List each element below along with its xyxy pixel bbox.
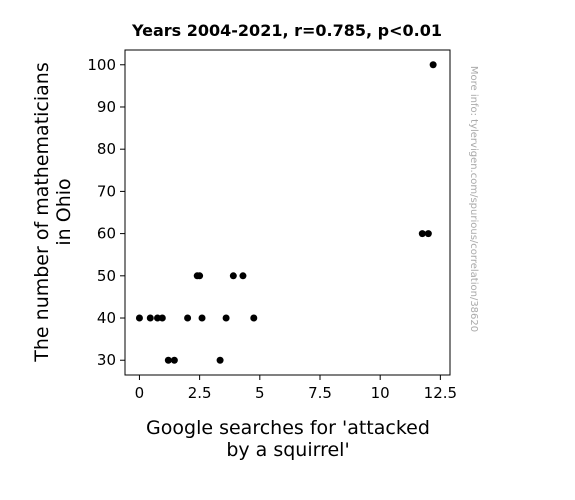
chart-title: Years 2004-2021, r=0.785, p<0.01 bbox=[131, 21, 442, 40]
data-point bbox=[424, 230, 432, 238]
x-tick-label: 12.5 bbox=[424, 384, 457, 402]
data-point bbox=[184, 314, 192, 322]
x-axis-title-line-1: Google searches for 'attacked bbox=[146, 417, 430, 439]
x-tick-label: 5 bbox=[255, 384, 265, 402]
y-tick-label: 70 bbox=[97, 182, 116, 200]
x-tick-label: 7.5 bbox=[308, 384, 332, 402]
data-point bbox=[222, 314, 230, 322]
data-point bbox=[164, 356, 172, 364]
y-tick-label: 80 bbox=[97, 140, 116, 158]
data-point bbox=[429, 61, 437, 69]
data-point bbox=[170, 356, 178, 364]
x-tick-label: 10 bbox=[371, 384, 390, 402]
data-point bbox=[250, 314, 258, 322]
y-tick-label: 60 bbox=[97, 225, 116, 243]
data-point bbox=[229, 272, 237, 280]
data-point bbox=[216, 356, 224, 364]
plot-area bbox=[124, 49, 451, 376]
data-point bbox=[418, 230, 426, 238]
data-point bbox=[196, 272, 204, 280]
y-tick-label: 30 bbox=[97, 351, 116, 369]
y-tick-label: 50 bbox=[97, 267, 116, 285]
data-point bbox=[135, 314, 143, 322]
data-points bbox=[135, 61, 437, 364]
y-tick-label: 40 bbox=[97, 309, 116, 327]
watermark: More info: tylervigen.com/spurious/corre… bbox=[468, 66, 479, 332]
y-axis: 30 40 50 60 70 80 90 100 bbox=[87, 56, 125, 369]
data-point bbox=[198, 314, 206, 322]
data-point bbox=[158, 314, 166, 322]
data-point bbox=[239, 272, 247, 280]
x-axis-title-line-2: by a squirrel' bbox=[226, 439, 349, 461]
y-tick-label: 100 bbox=[87, 56, 116, 74]
y-axis-title-line-2: in Ohio bbox=[53, 178, 75, 245]
data-point bbox=[154, 314, 161, 322]
x-tick-label: 2.5 bbox=[188, 384, 212, 402]
x-tick-label: 0 bbox=[135, 384, 145, 402]
y-axis-title-line-1: The number of mathematicians bbox=[31, 62, 53, 362]
y-tick-label: 90 bbox=[97, 98, 116, 116]
data-point bbox=[146, 314, 154, 322]
x-axis: 0 2.5 5 7.5 10 12.5 bbox=[135, 375, 457, 402]
